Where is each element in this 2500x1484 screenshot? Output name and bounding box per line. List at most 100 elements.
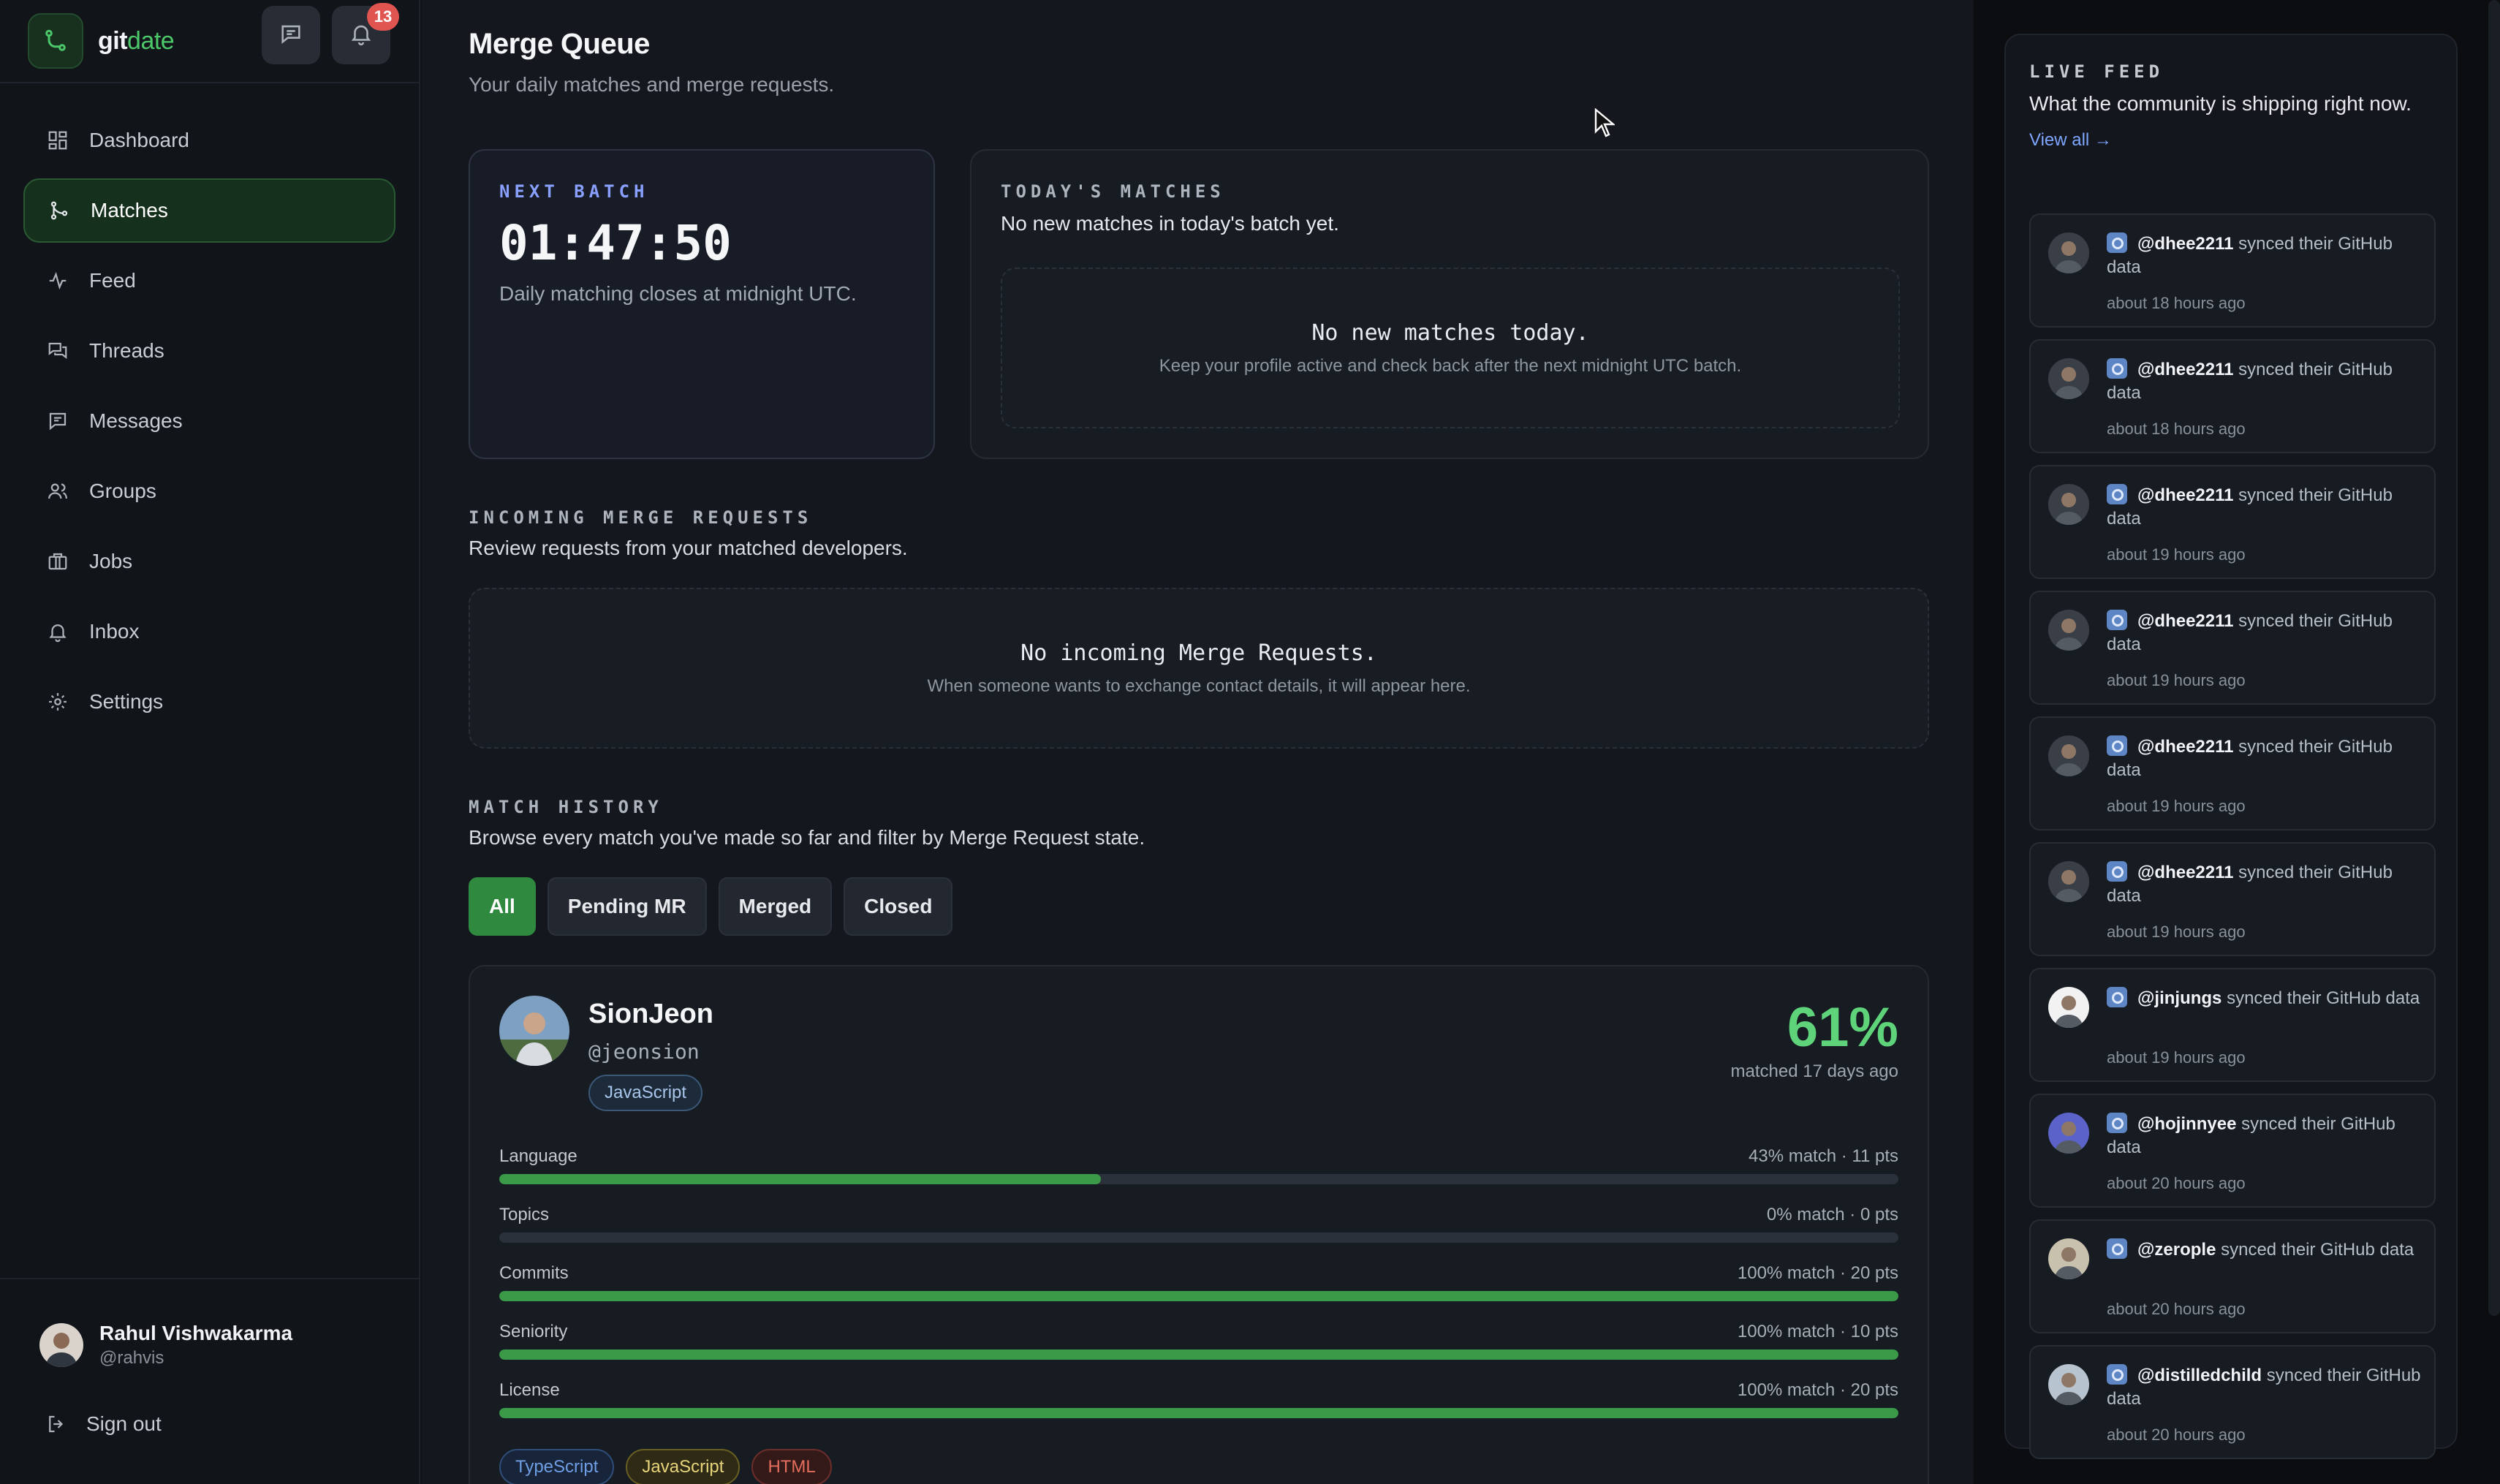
sign-out-button[interactable]: Sign out <box>0 1368 419 1436</box>
feed-item[interactable]: @dhee2211 synced their GitHub data about … <box>2029 465 2436 579</box>
live-feed-panel: LIVE FEED What the community is shipping… <box>1974 0 2500 1484</box>
empty-state-subtitle: Keep your profile active and check back … <box>1159 355 1742 376</box>
metric-bar <box>499 1174 1898 1184</box>
avatar[interactable] <box>2048 861 2089 902</box>
feed-item-user[interactable]: @zerople <box>2137 1240 2216 1260</box>
empty-state-title: No new matches today. <box>1311 319 1589 346</box>
feed-item-user[interactable]: @dhee2211 <box>2137 863 2234 882</box>
avatar[interactable] <box>2048 232 2089 273</box>
feed-item-user[interactable]: @jinjungs <box>2137 988 2222 1008</box>
filter-all-button[interactable]: All <box>469 877 536 936</box>
sidebar-item-settings[interactable]: Settings <box>23 670 395 734</box>
github-sync-icon <box>2107 232 2127 253</box>
avatar[interactable] <box>2048 735 2089 776</box>
metric-value: 0% match · 0 pts <box>1766 1205 1898 1224</box>
sidebar-item-label: Inbox <box>89 620 140 643</box>
current-user[interactable]: Rahul Vishwakarma @rahvis <box>0 1279 419 1368</box>
sidebar-item-threads[interactable]: Threads <box>23 319 395 383</box>
avatar[interactable] <box>2048 987 2089 1028</box>
feed-item-user[interactable]: @distilledchild <box>2137 1366 2262 1385</box>
github-sync-icon <box>2107 358 2127 379</box>
next-batch-label: NEXT BATCH <box>499 181 649 202</box>
todays-matches-label: TODAY'S MATCHES <box>1001 181 1225 202</box>
feed-item-user[interactable]: @dhee2211 <box>2137 234 2234 254</box>
activity-icon <box>45 268 70 293</box>
avatar[interactable] <box>2048 484 2089 525</box>
avatar[interactable] <box>2048 1238 2089 1279</box>
metric-topics: Topics 0% match · 0 pts <box>499 1205 1898 1243</box>
feed-item-user[interactable]: @dhee2211 <box>2137 611 2234 631</box>
feed-item[interactable]: @jinjungs synced their GitHub data about … <box>2029 968 2436 1082</box>
feed-item[interactable]: @dhee2211 synced their GitHub data about … <box>2029 716 2436 830</box>
feed-item-action: synced their GitHub data <box>2107 863 2393 906</box>
match-name[interactable]: SionJeon <box>588 999 714 1029</box>
sidebar-item-matches[interactable]: Matches <box>23 178 395 243</box>
main-content: Merge Queue Your daily matches and merge… <box>422 0 1973 1484</box>
avatar[interactable] <box>2048 610 2089 651</box>
feed-item-user[interactable]: @dhee2211 <box>2137 485 2234 505</box>
messages-button[interactable] <box>262 6 320 64</box>
feed-item-text: @hojinnyee synced their GitHub data <box>2107 1113 2421 1159</box>
countdown-timer: 01:47:50 <box>499 215 732 271</box>
sidebar-item-feed[interactable]: Feed <box>23 249 395 313</box>
feed-item-text: @distilledchild synced their GitHub data <box>2107 1364 2421 1411</box>
feed-item-time: about 19 hours ago <box>2107 671 2246 689</box>
metric-label: Commits <box>499 1263 569 1283</box>
metric-value: 100% match · 20 pts <box>1737 1263 1898 1283</box>
github-sync-icon <box>2107 861 2127 882</box>
chat-icon <box>279 21 303 50</box>
live-feed-desc: What the community is shipping right now… <box>2029 92 2412 115</box>
empty-state-title: No incoming Merge Requests. <box>1020 640 1377 666</box>
match-card[interactable]: SionJeon @jeonsion JavaScript 61% matche… <box>469 965 1929 1484</box>
metric-label: Seniority <box>499 1322 568 1341</box>
feed-item-text: @dhee2211 synced their GitHub data <box>2107 861 2421 908</box>
feed-item-user[interactable]: @dhee2211 <box>2137 737 2234 757</box>
github-sync-icon <box>2107 610 2127 630</box>
avatar[interactable] <box>2048 1364 2089 1405</box>
feed-item-time: about 19 hours ago <box>2107 1048 2246 1067</box>
feed-item-text: @dhee2211 synced their GitHub data <box>2107 735 2421 782</box>
feed-item[interactable]: @dhee2211 synced their GitHub data about … <box>2029 213 2436 328</box>
scrollbar[interactable] <box>2488 0 2500 1316</box>
filter-pending-button[interactable]: Pending MR <box>547 877 707 936</box>
feed-item[interactable]: @dhee2211 synced their GitHub data about … <box>2029 591 2436 705</box>
users-icon <box>45 479 70 504</box>
view-all-link[interactable]: View all → <box>2029 130 2112 150</box>
metric-bar <box>499 1291 1898 1301</box>
app-name[interactable]: gitdate <box>98 26 175 55</box>
sidebar-item-messages[interactable]: Messages <box>23 389 395 453</box>
feed-item-user[interactable]: @hojinnyee <box>2137 1114 2237 1134</box>
feed-item[interactable]: @hojinnyee synced their GitHub data about… <box>2029 1094 2436 1208</box>
feed-item-action: synced their GitHub data <box>2107 234 2393 277</box>
feed-item[interactable]: @dhee2211 synced their GitHub data about … <box>2029 339 2436 453</box>
notifications-button[interactable]: 13 <box>332 3 399 64</box>
avatar[interactable] <box>2048 358 2089 399</box>
metric-value: 100% match · 10 pts <box>1737 1322 1898 1341</box>
feed-item[interactable]: @dhee2211 synced their GitHub data about … <box>2029 842 2436 956</box>
feed-item-time: about 18 hours ago <box>2107 294 2246 312</box>
feed-item-time: about 20 hours ago <box>2107 1300 2246 1318</box>
avatar[interactable] <box>2048 1113 2089 1154</box>
feed-item[interactable]: @zerople synced their GitHub data about 2… <box>2029 1219 2436 1333</box>
threads-icon <box>45 338 70 363</box>
sidebar-item-inbox[interactable]: Inbox <box>23 599 395 664</box>
feed-item[interactable]: @distilledchild synced their GitHub data… <box>2029 1345 2436 1459</box>
metric-seniority: Seniority 100% match · 10 pts <box>499 1322 1898 1360</box>
feed-item-time: about 19 hours ago <box>2107 797 2246 815</box>
feed-item-time: about 18 hours ago <box>2107 420 2246 438</box>
sidebar-item-groups[interactable]: Groups <box>23 459 395 523</box>
sidebar-footer: Rahul Vishwakarma @rahvis Sign out <box>0 1278 419 1484</box>
empty-state-subtitle: When someone wants to exchange contact d… <box>927 675 1471 696</box>
sidebar-item-dashboard[interactable]: Dashboard <box>23 108 395 173</box>
metric-bar <box>499 1408 1898 1418</box>
avatar[interactable] <box>499 996 569 1066</box>
sidebar-item-jobs[interactable]: Jobs <box>23 529 395 594</box>
sidebar-header: gitdate 13 <box>0 0 419 83</box>
bell-icon <box>45 619 70 644</box>
history-label: MATCH HISTORY <box>469 797 663 817</box>
filter-merged-button[interactable]: Merged <box>718 877 833 936</box>
logo-icon[interactable] <box>28 13 83 69</box>
next-batch-card: NEXT BATCH 01:47:50 Daily matching close… <box>469 149 935 459</box>
feed-item-user[interactable]: @dhee2211 <box>2137 360 2234 379</box>
filter-closed-button[interactable]: Closed <box>844 877 953 936</box>
